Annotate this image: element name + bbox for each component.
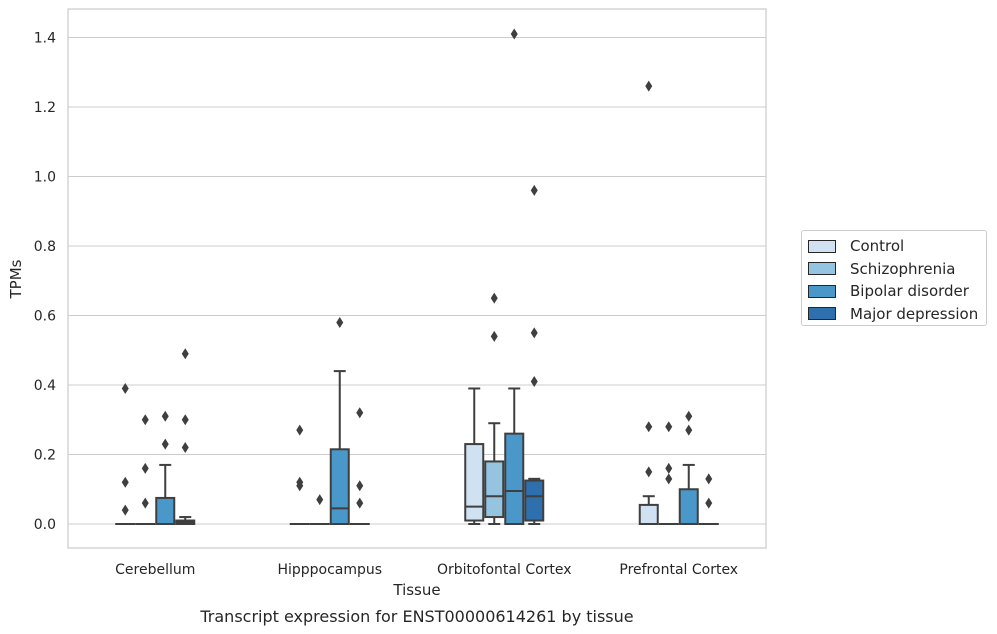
- outlier-marker: [665, 462, 673, 474]
- outlier-marker: [490, 330, 498, 342]
- box-group: [155, 410, 176, 525]
- outlier-marker: [645, 421, 653, 433]
- plot-frame: [67, 8, 767, 549]
- box: [464, 443, 485, 522]
- y-tick-label: 0.6: [34, 309, 56, 325]
- legend-label: Control: [850, 237, 905, 255]
- box: [524, 479, 545, 522]
- y-axis-ticks: 0.0 0.2 0.4 0.6 0.8 1.0 1.2 1.4: [34, 31, 56, 534]
- outlier-marker: [685, 424, 693, 436]
- outlier-marker: [665, 421, 673, 433]
- outlier-marker: [510, 28, 518, 40]
- outlier-marker: [141, 497, 149, 509]
- box: [638, 503, 659, 526]
- box: [484, 460, 505, 519]
- box-series: [115, 28, 719, 526]
- legend-swatch: [808, 307, 836, 320]
- outlier-marker: [161, 410, 169, 422]
- outlier-marker: [316, 494, 324, 506]
- x-tick-label: Orbitofontal Cortex: [437, 562, 572, 578]
- y-tick-label: 0.4: [34, 378, 56, 394]
- legend-item: Schizophrenia: [808, 259, 955, 279]
- box-group: [115, 382, 136, 526]
- legend-swatch: [808, 284, 836, 298]
- outlier-marker: [705, 473, 713, 485]
- box-group: [504, 28, 525, 525]
- box-group: [289, 424, 310, 526]
- box-group: [484, 292, 505, 525]
- legend-item: Major depression: [808, 304, 978, 324]
- outlier-marker: [296, 424, 304, 436]
- x-tick-label: Cerebellum: [115, 562, 195, 578]
- outlier-marker: [530, 184, 538, 196]
- box-group: [135, 414, 156, 526]
- y-tick-label: 0.0: [34, 517, 56, 533]
- outlier-marker: [296, 480, 304, 492]
- box-group: [678, 410, 699, 525]
- outlier-marker: [161, 438, 169, 450]
- outlier-marker: [141, 462, 149, 474]
- chart-title: Transcript expression for ENST0000061426…: [199, 607, 633, 626]
- box-group: [175, 348, 196, 526]
- box: [504, 432, 525, 525]
- legend: Control Schizophrenia Bipolar disorder Majo…: [801, 230, 987, 326]
- y-tick-label: 1.0: [34, 170, 56, 186]
- outlier-marker: [356, 497, 364, 509]
- box-group: [524, 184, 545, 525]
- box: [155, 496, 176, 525]
- box-group: [638, 80, 659, 526]
- outlier-marker: [530, 376, 538, 388]
- x-tick-label: Hipppocampus: [277, 562, 382, 578]
- box-group: [309, 494, 330, 526]
- box: [678, 488, 699, 525]
- legend-item: Control: [808, 236, 904, 256]
- outlier-marker: [121, 504, 129, 516]
- outlier-marker: [685, 410, 693, 422]
- outlier-marker: [490, 292, 498, 304]
- legend-swatch: [808, 239, 836, 253]
- legend-label: Major depression: [850, 304, 979, 323]
- legend-label: Schizophrenia: [850, 259, 956, 278]
- outlier-marker: [121, 476, 129, 488]
- y-tick-label: 1.2: [34, 100, 56, 116]
- x-tick-label: Prefrontal Cortex: [619, 562, 738, 578]
- box: [329, 448, 350, 526]
- legend-item: Bipolar disorder: [808, 281, 969, 301]
- y-tick-label: 0.2: [34, 448, 56, 464]
- outlier-marker: [530, 327, 538, 339]
- x-axis-ticks: Cerebellum Hipppocampus Orbitofontal Corte…: [115, 562, 738, 578]
- outlier-marker: [336, 316, 344, 328]
- x-axis-label: Tissue: [392, 581, 440, 599]
- box-group: [349, 407, 370, 526]
- y-axis-label: TPMs: [7, 259, 25, 299]
- outlier-marker: [181, 348, 189, 360]
- box-group: [658, 421, 679, 526]
- outlier-marker: [665, 473, 673, 485]
- box-group: [464, 387, 485, 525]
- outlier-marker: [141, 414, 149, 426]
- outlier-marker: [121, 382, 129, 394]
- legend-label: Bipolar disorder: [850, 282, 969, 300]
- outlier-marker: [645, 80, 653, 92]
- y-tick-label: 1.4: [34, 31, 56, 47]
- box-group: [329, 316, 350, 526]
- outlier-marker: [181, 442, 189, 454]
- box-group: [698, 473, 719, 526]
- outlier-marker: [705, 497, 713, 509]
- plot-area: [68, 9, 766, 548]
- outlier-marker: [181, 414, 189, 426]
- legend-swatch: [808, 262, 836, 275]
- outlier-marker: [356, 407, 364, 419]
- outlier-marker: [645, 466, 653, 478]
- y-tick-label: 0.8: [34, 239, 56, 255]
- outlier-marker: [356, 480, 364, 492]
